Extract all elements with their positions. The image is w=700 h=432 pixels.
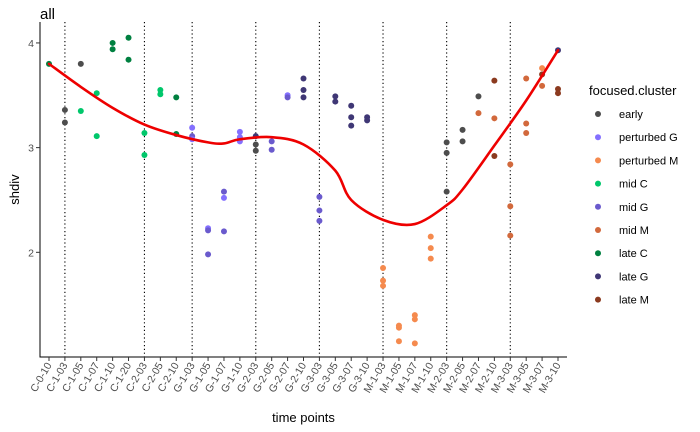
legend-label: mid C [619, 179, 648, 191]
legend-label: late M [619, 295, 649, 307]
data-point [61, 106, 68, 113]
data-point [77, 107, 84, 114]
data-point [395, 324, 402, 331]
data-point [348, 122, 355, 129]
data-point [555, 90, 561, 97]
data-point [252, 141, 259, 148]
data-point [475, 93, 482, 100]
data-point [332, 98, 339, 105]
data-point [332, 93, 339, 100]
legend-swatch [595, 134, 601, 141]
data-point [109, 46, 116, 53]
data-point [443, 188, 450, 195]
data-point [268, 138, 275, 145]
data-point [157, 87, 164, 94]
data-point [205, 251, 212, 258]
data-point [220, 188, 227, 195]
data-point [61, 119, 68, 126]
data-point [427, 255, 434, 262]
data-point [555, 86, 561, 92]
y-tick-label: 4 [28, 38, 34, 50]
data-point [141, 129, 148, 136]
legend-swatch [595, 250, 601, 257]
data-point [300, 75, 307, 82]
legend-label: late C [619, 248, 648, 260]
legend-title: focused.cluster [589, 83, 677, 98]
legend-label: late G [619, 271, 648, 283]
data-point [316, 217, 323, 224]
data-point [491, 115, 498, 122]
data-point [507, 203, 514, 210]
data-point [523, 129, 530, 136]
data-point [316, 193, 323, 200]
data-point [141, 151, 148, 158]
data-point [220, 228, 227, 235]
data-point [252, 147, 259, 154]
data-point [157, 91, 164, 98]
data-point [427, 245, 434, 252]
data-point [539, 82, 546, 89]
data-point [93, 90, 100, 97]
y-tick-label: 2 [28, 247, 34, 259]
data-point [300, 94, 307, 101]
y-tick-label: 3 [28, 143, 34, 155]
data-point [475, 110, 482, 117]
data-point [380, 282, 387, 289]
data-point [443, 149, 450, 156]
data-point [411, 340, 418, 347]
data-point [348, 102, 355, 109]
data-point [93, 133, 100, 140]
data-point [364, 117, 371, 124]
data-point [507, 161, 514, 168]
data-point [77, 60, 84, 67]
data-point [491, 77, 498, 84]
data-point [507, 232, 514, 239]
chart-title: all [40, 6, 55, 23]
data-point [348, 114, 355, 121]
data-point [411, 312, 418, 319]
legend-swatch [595, 180, 601, 187]
data-point [427, 233, 434, 240]
data-point [539, 65, 546, 72]
data-point [459, 138, 466, 145]
data-point [284, 94, 291, 101]
data-point [268, 146, 275, 153]
legend-label: perturbed G [619, 132, 678, 144]
data-point [220, 194, 227, 201]
legend-swatch [595, 227, 601, 233]
data-point [523, 120, 530, 127]
y-axis-title: shdiv [7, 174, 22, 205]
data-point [459, 126, 466, 133]
legend-label: mid M [619, 225, 649, 237]
data-point [380, 265, 387, 272]
data-point [236, 128, 243, 135]
data-point [205, 227, 212, 234]
data-point [491, 153, 498, 159]
legend-label: perturbed M [619, 155, 678, 167]
data-point [411, 316, 418, 323]
data-point [125, 56, 132, 63]
data-point [316, 207, 323, 214]
x-axis-title: time points [272, 410, 335, 425]
data-point [109, 39, 116, 46]
data-point [125, 34, 132, 41]
legend-label: mid G [619, 202, 648, 214]
data-point [395, 338, 402, 345]
data-point [523, 75, 530, 82]
data-point [443, 139, 450, 146]
legend-swatch [595, 273, 601, 280]
legend-swatch [595, 111, 601, 117]
data-point [173, 94, 180, 101]
data-point [300, 87, 307, 94]
legend-label: early [619, 109, 643, 121]
trend-line [47, 48, 560, 227]
data-point [189, 124, 196, 131]
legend-swatch [595, 296, 601, 303]
legend-swatch [595, 157, 601, 164]
data-point [380, 277, 387, 284]
legend-swatch [595, 203, 601, 210]
